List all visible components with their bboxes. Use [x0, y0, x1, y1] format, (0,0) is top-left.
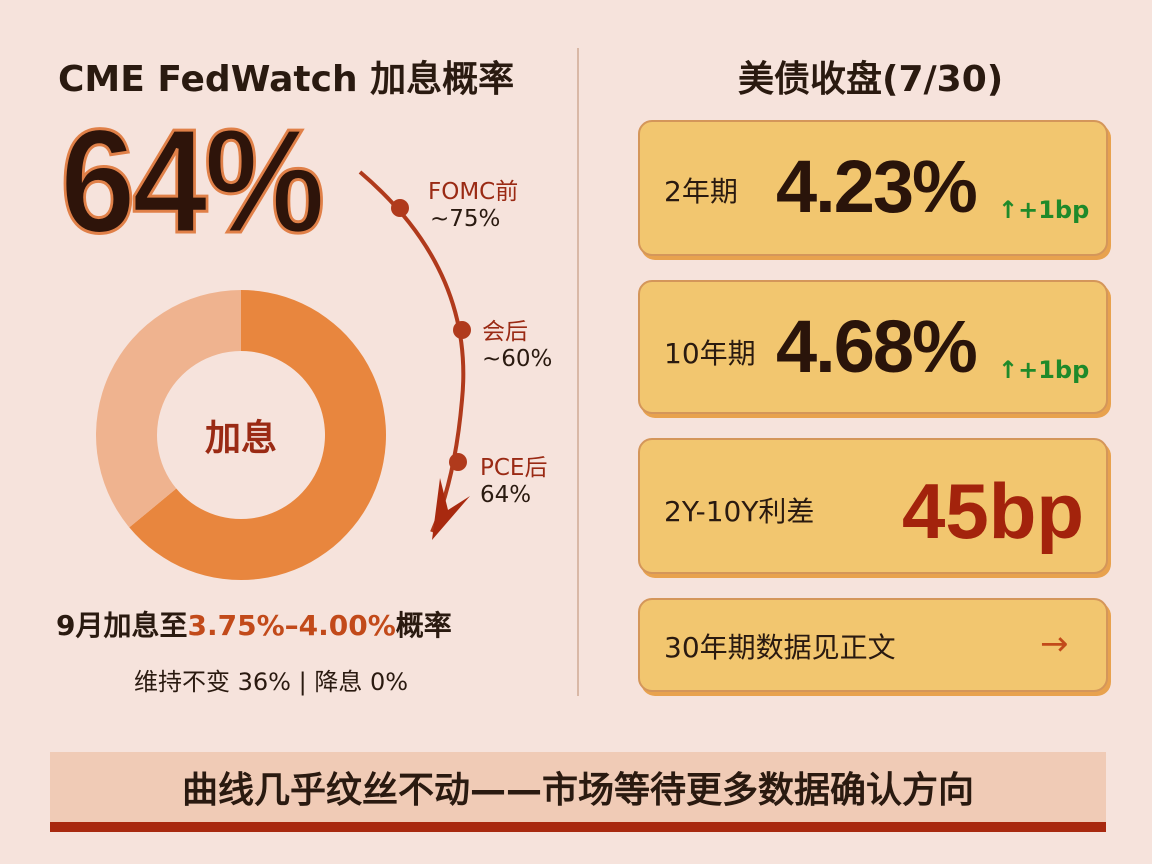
yield-card-10y-change-value: +1bp	[1018, 356, 1090, 384]
banner-underline	[50, 822, 1106, 832]
probability-timeline: FOMC前 ~75% 会后 ~60% PCE后 64%	[340, 160, 580, 560]
timeline-label-after-pce: PCE后	[480, 455, 548, 481]
spread-card: 2Y-10Y利差 45bp	[638, 438, 1108, 574]
treasury-close-title: 美债收盘(7/30)	[738, 59, 1004, 100]
donut-slice-1	[129, 290, 386, 580]
rate-hike-detail: 维持不变 36% | 降息 0%	[134, 668, 409, 696]
yield-card-2y-change-value: +1bp	[1018, 196, 1090, 224]
summary-target-range: 3.75%–4.00%	[187, 609, 396, 642]
timeline-arrowhead-icon	[432, 478, 470, 540]
banner-text: 曲线几乎纹丝不动——市场等待更多数据确认方向	[181, 770, 974, 811]
summary-prefix: 9月加息至	[56, 609, 188, 642]
probability-donut-chart: 加息	[95, 290, 386, 580]
yield-card-10y-change: ↑+1bp	[998, 356, 1089, 384]
right-arrow-icon: →	[1040, 624, 1069, 664]
spread-card-label: 2Y-10Y利差	[664, 495, 815, 528]
yield-card-10y-value: 4.68%	[776, 305, 978, 388]
timeline-label-after-meeting: 会后	[482, 319, 528, 345]
timeline-value-fomc-before: ~75%	[430, 206, 501, 232]
yield-card-2y-change: ↑+1bp	[998, 196, 1089, 224]
bottom-banner: 曲线几乎纹丝不动——市场等待更多数据确认方向	[50, 752, 1106, 822]
spread-card-value: 45bp	[902, 467, 1085, 555]
headline-probability: 64%	[59, 99, 327, 264]
up-arrow-icon: ↑	[998, 356, 1019, 384]
timeline-label-fomc-before: FOMC前	[428, 179, 519, 205]
summary-suffix: 概率	[395, 609, 452, 642]
donut-slice-2	[95, 290, 241, 528]
yield-card-2y-value: 4.23%	[776, 145, 978, 228]
yield-card-10y-label: 10年期	[664, 337, 756, 370]
donut-svg	[95, 290, 386, 580]
timeline-point-1	[391, 199, 409, 217]
timeline-arc	[358, 170, 471, 540]
yield-card-2y: 2年期 4.23% ↑+1bp	[638, 120, 1108, 256]
long-bond-link-label: 30年期数据见正文	[664, 631, 896, 664]
rate-hike-summary: 9月加息至3.75%–4.00%概率	[56, 604, 452, 644]
up-arrow-icon: ↑	[998, 196, 1019, 224]
yield-card-10y: 10年期 4.68% ↑+1bp	[638, 280, 1108, 414]
long-bond-link-card[interactable]: 30年期数据见正文 →	[638, 598, 1108, 692]
timeline-curve	[358, 170, 466, 533]
donut-center-label: 加息	[204, 418, 277, 459]
timeline-point-2	[453, 321, 471, 339]
timeline-value-after-pce: 64%	[480, 482, 532, 508]
yield-card-2y-label: 2年期	[664, 175, 738, 208]
timeline-value-after-meeting: ~60%	[482, 346, 553, 372]
timeline-point-3	[449, 453, 467, 471]
panel-divider	[577, 48, 579, 696]
fedwatch-title: CME FedWatch 加息概率	[58, 59, 515, 100]
